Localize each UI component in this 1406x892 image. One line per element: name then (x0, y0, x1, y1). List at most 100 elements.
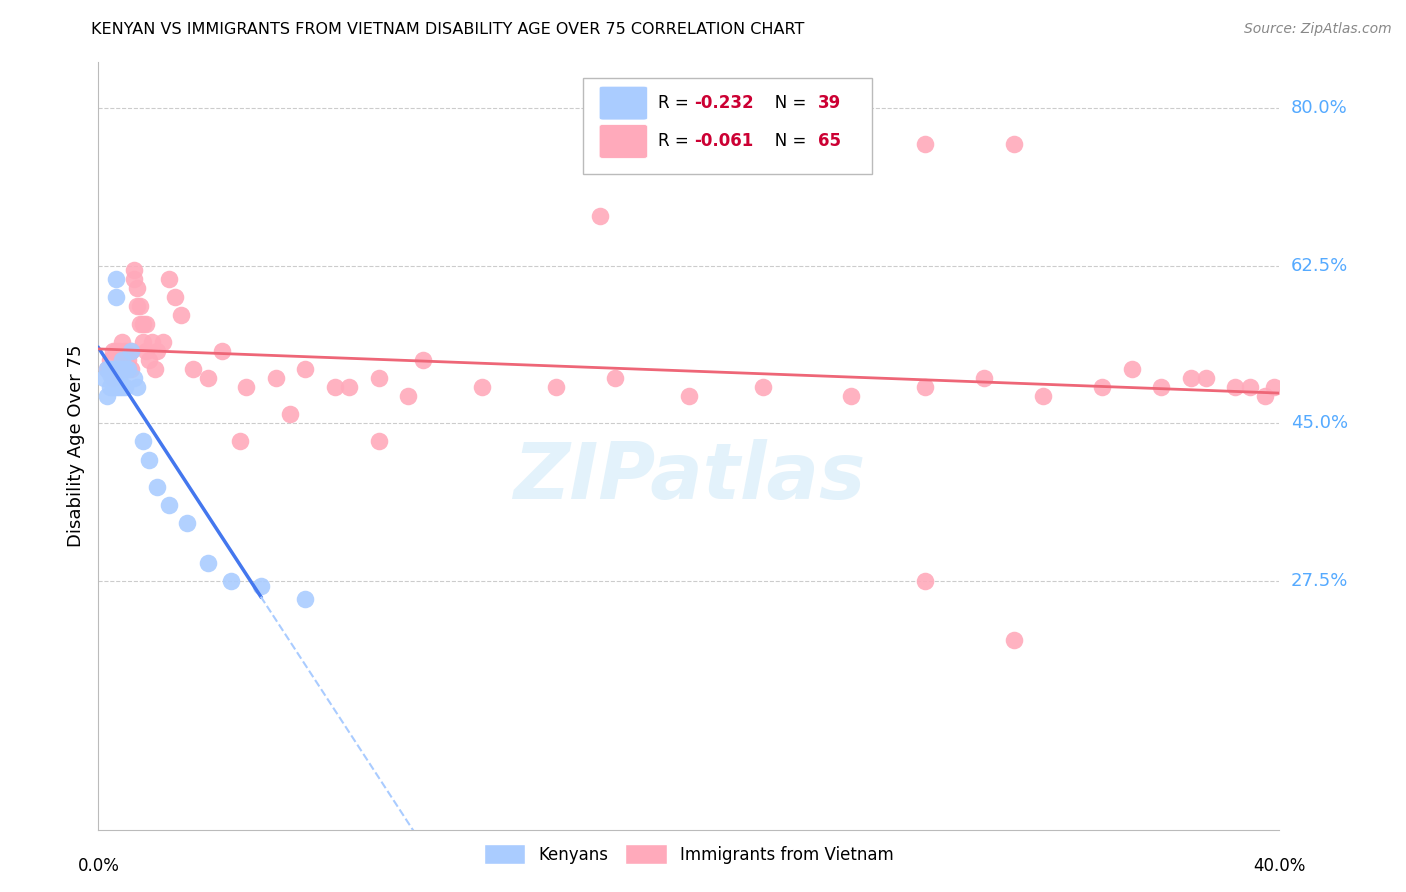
Text: 45.0%: 45.0% (1291, 415, 1348, 433)
Point (1254, 389, 1277, 403)
Text: -0.061: -0.061 (693, 132, 754, 151)
Point (146, 344, 169, 359)
Point (368, 371, 391, 385)
Point (103, 380, 125, 394)
Point (103, 371, 125, 385)
Point (412, 353, 434, 368)
Point (294, 362, 316, 376)
Text: R =: R = (658, 132, 695, 151)
Point (1239, 380, 1261, 394)
Point (1091, 380, 1114, 394)
Point (111, 335, 134, 350)
Point (98, 353, 121, 368)
Point (96, 389, 118, 403)
Point (105, 371, 128, 385)
Point (146, 480, 169, 494)
Point (152, 335, 174, 350)
Point (165, 290, 187, 304)
Point (132, 434, 155, 449)
Point (1195, 371, 1218, 385)
Point (138, 452, 160, 467)
Point (108, 380, 131, 394)
Text: ZIPatlas: ZIPatlas (513, 439, 865, 515)
Point (197, 557, 219, 571)
Legend: Kenyans, Immigrants from Vietnam: Kenyans, Immigrants from Vietnam (477, 838, 901, 871)
Point (114, 380, 136, 394)
Point (125, 281, 148, 295)
Point (221, 574, 243, 589)
Point (138, 353, 160, 368)
Point (398, 389, 420, 403)
Point (914, 574, 936, 589)
Point (157, 498, 180, 512)
Point (157, 272, 180, 286)
Point (1150, 380, 1173, 394)
Text: 39: 39 (818, 94, 841, 112)
Point (471, 380, 494, 394)
Point (105, 362, 128, 376)
Text: R =: R = (658, 94, 695, 112)
Point (114, 362, 136, 376)
Point (1225, 380, 1247, 394)
Point (96, 362, 118, 376)
Text: KENYAN VS IMMIGRANTS FROM VIETNAM DISABILITY AGE OVER 75 CORRELATION CHART: KENYAN VS IMMIGRANTS FROM VIETNAM DISABI… (91, 22, 804, 37)
Point (114, 353, 136, 368)
Text: 80.0%: 80.0% (1291, 98, 1347, 117)
Point (108, 344, 131, 359)
Point (264, 371, 287, 385)
Point (235, 380, 257, 394)
Text: 0.0%: 0.0% (77, 857, 120, 875)
Point (339, 380, 361, 394)
Point (120, 362, 142, 376)
Point (105, 380, 128, 394)
Point (914, 380, 936, 394)
Point (546, 380, 568, 394)
Point (229, 434, 252, 449)
Point (143, 362, 166, 376)
Point (125, 299, 148, 313)
Point (841, 389, 863, 403)
Point (111, 380, 134, 394)
Point (122, 371, 145, 385)
Point (105, 272, 128, 286)
Point (122, 263, 145, 277)
Point (103, 344, 125, 359)
Point (111, 353, 134, 368)
Point (176, 516, 198, 530)
Point (111, 362, 134, 376)
Text: -0.232: -0.232 (693, 94, 754, 112)
Point (117, 362, 139, 376)
Point (605, 371, 627, 385)
Point (1180, 371, 1202, 385)
Point (1263, 380, 1285, 394)
Text: N =: N = (759, 132, 811, 151)
Point (103, 362, 125, 376)
Text: 27.5%: 27.5% (1291, 573, 1348, 591)
Point (103, 376, 125, 390)
Point (132, 335, 155, 350)
Point (114, 344, 136, 359)
Point (141, 335, 163, 350)
Point (128, 317, 150, 331)
FancyBboxPatch shape (582, 78, 872, 174)
Point (103, 367, 125, 381)
Text: 65: 65 (818, 132, 841, 151)
Point (1032, 389, 1054, 403)
Point (181, 362, 204, 376)
Point (752, 380, 775, 394)
Point (125, 380, 148, 394)
Text: N =: N = (759, 94, 811, 112)
Point (135, 344, 157, 359)
Point (128, 299, 150, 313)
Point (914, 136, 936, 151)
Point (280, 408, 302, 422)
FancyBboxPatch shape (599, 87, 648, 120)
Point (108, 367, 131, 381)
Point (108, 376, 131, 390)
Point (111, 362, 134, 376)
Point (105, 362, 128, 376)
Point (1002, 633, 1025, 648)
Point (1121, 362, 1143, 376)
Point (108, 371, 131, 385)
Point (132, 317, 155, 331)
